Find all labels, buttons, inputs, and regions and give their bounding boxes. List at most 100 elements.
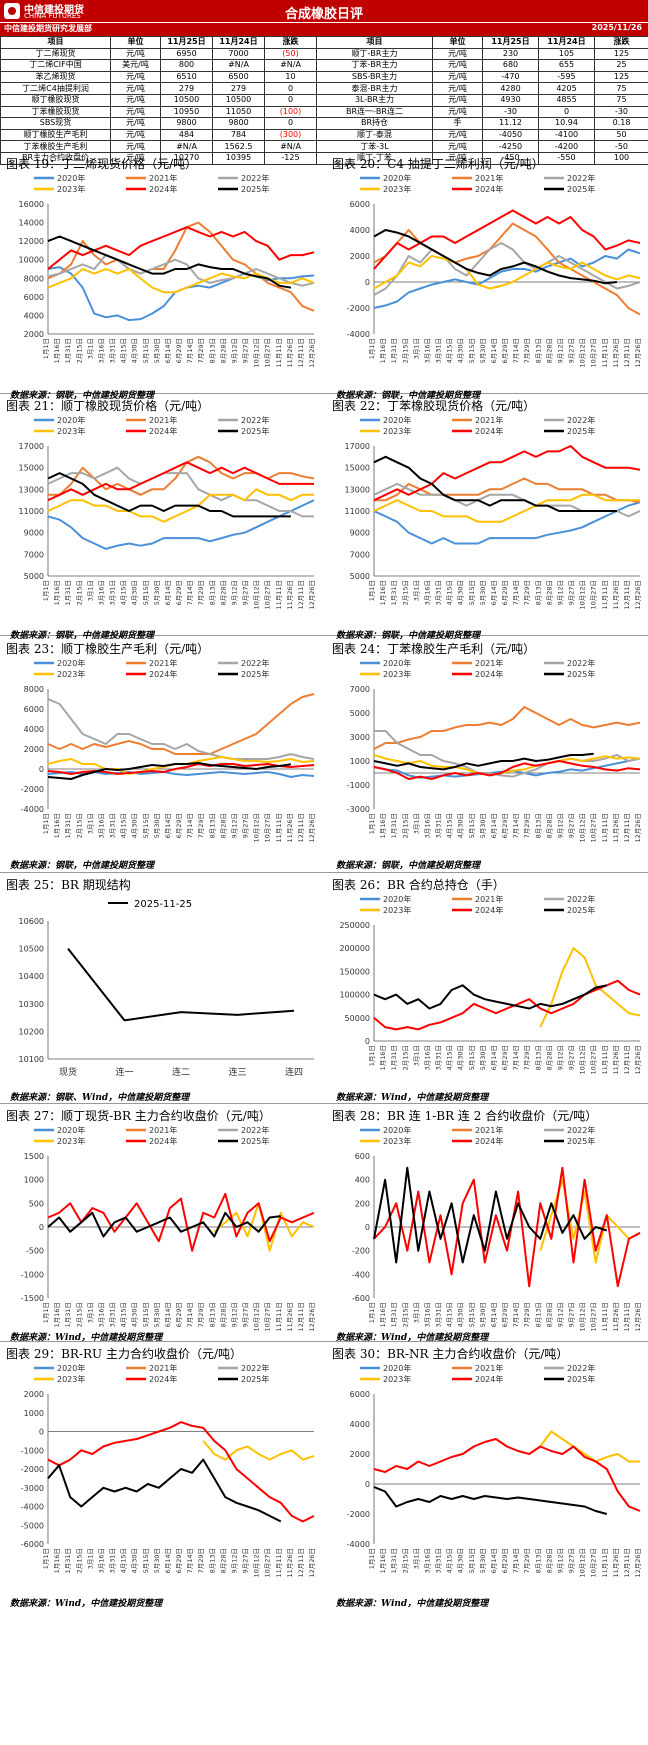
y-tick-label: 3000	[350, 733, 370, 742]
x-tick-label: 5月15日	[468, 1548, 476, 1573]
figure-title: 图表 21：顺丁橡胶现货价格（元/吨）	[6, 399, 210, 413]
x-tick-label: 7月14日	[186, 338, 194, 363]
series-line	[373, 209, 641, 270]
table-cell: (100)	[264, 105, 317, 119]
x-tick-label: 6月29日	[501, 1045, 509, 1070]
series-line	[47, 488, 314, 523]
series-line	[47, 254, 315, 287]
x-tick-label: 7月29日	[197, 1302, 205, 1327]
series-line	[539, 947, 641, 1028]
x-tick-label: 2月15日	[401, 338, 409, 363]
table-cell: 75	[594, 93, 648, 107]
table-cell: 元/吨	[432, 140, 483, 153]
legend-label: 2020年	[57, 173, 85, 183]
x-tick-label: 1月31日	[390, 1045, 398, 1070]
series-line	[47, 1211, 281, 1238]
x-tick-label: 4月30日	[457, 1302, 465, 1327]
series-line	[373, 501, 641, 545]
x-tick-label: 10月27日	[590, 1302, 598, 1332]
table-cell: 784	[212, 128, 265, 142]
x-tick-label: 6月14日	[490, 580, 498, 605]
y-tick-label: 5000	[350, 709, 370, 718]
x-tick-label: 6月29日	[175, 338, 183, 363]
x-tick-label: 6月14日	[490, 1548, 498, 1573]
table-cell: 元/吨	[432, 93, 483, 107]
y-tick-label: -1000	[21, 1270, 44, 1279]
x-tick-label: 11月26日	[612, 338, 620, 368]
y-tick-label: 1000	[24, 1409, 44, 1418]
table-cell: -550	[538, 151, 595, 165]
y-tick-label: 0	[365, 278, 370, 287]
company-logo: 中信建投期货 CHINA FUTURES	[4, 1, 154, 21]
x-tick-label: 2月15日	[75, 1302, 83, 1327]
price-table: 项目 单位 11月25日 11月24日 涨跌 项目 单位 11月25日 11月24日 涨跌 丁二烯现…	[0, 36, 648, 165]
table-cell: 苯乙烯现货	[0, 70, 111, 84]
x-tick-label: 12月26日	[634, 1045, 642, 1075]
table-cell: 9800	[160, 117, 213, 130]
x-tick-label: 11月11日	[275, 1548, 283, 1578]
table-cell: 美元/吨	[110, 59, 161, 72]
table-cell: 10395	[212, 151, 265, 165]
x-tick-label: 3月31日	[109, 580, 117, 605]
table-cell: -50	[594, 140, 648, 153]
x-tick-label: 8月28日	[219, 1548, 227, 1573]
y-tick-label: 2000	[24, 745, 44, 754]
table-cell: SBS现货	[0, 117, 111, 130]
table-cell: 11.12	[482, 117, 539, 130]
x-tick-label: 8月28日	[545, 580, 553, 605]
y-tick-label: -2000	[347, 1510, 370, 1519]
y-tick-label: 0	[39, 1223, 44, 1232]
series-line	[373, 242, 641, 296]
y-tick-label: -400	[352, 1270, 370, 1279]
x-tick-label: 12月11日	[297, 1548, 305, 1578]
x-tick-label: 5月30日	[153, 813, 161, 838]
legend-label: 2023年	[57, 426, 85, 436]
table-cell: BR持仓	[316, 117, 433, 130]
y-tick-label: 11000	[345, 507, 370, 516]
table-cell: 0	[264, 82, 317, 95]
y-tick-label: 100000	[339, 991, 370, 1000]
table-cell: 元/吨	[110, 128, 161, 142]
x-tick-label: 7月29日	[197, 1548, 205, 1573]
x-tick-label: 5月30日	[153, 1302, 161, 1327]
x-tick-label: 3月1日	[412, 1548, 420, 1569]
y-tick-label: 4000	[350, 226, 370, 235]
x-tick-label: 10月27日	[264, 1302, 272, 1332]
legend-label: 2022年	[567, 894, 595, 904]
series-line	[47, 235, 292, 289]
legend-label: 2025年	[567, 1136, 595, 1146]
x-tick-label: 6月29日	[175, 580, 183, 605]
table-header-cell: 项目	[0, 36, 111, 49]
table-header-row: 项目 单位 11月25日 11月24日 涨跌 项目 单位 11月25日 11月24日 涨跌	[0, 36, 648, 49]
x-tick-label: 4月30日	[131, 580, 139, 605]
table-cell: 丁二烯C4抽提利润	[0, 82, 111, 95]
x-tick-label: 6月14日	[490, 1045, 498, 1070]
series-line	[47, 1458, 282, 1523]
x-tick-label: 11月26日	[612, 1045, 620, 1075]
legend-label: 2025年	[241, 184, 269, 194]
figure-title: 图表 20：C4 抽提丁二烯利润（元/吨）	[332, 157, 544, 171]
x-tick-label: 5月15日	[142, 338, 150, 363]
legend-label: 2024年	[149, 1136, 177, 1146]
figure-title: 图表 30：BR-NR 主力合约收盘价（元/吨）	[332, 1347, 569, 1361]
figure-title: 图表 25：BR 期现结构	[6, 878, 131, 892]
legend-label: 2025年	[567, 184, 595, 194]
table-cell: 7000	[212, 47, 265, 61]
y-tick-label: 2000	[350, 252, 370, 261]
table-row: 丁二烯C4抽提利润 元/吨 279 279 0 泰混-BR主力 元/吨 4280 4205 75	[0, 82, 648, 95]
x-tick-label: 1月16日	[379, 1302, 387, 1327]
y-tick-label: 10400	[19, 972, 44, 981]
legend-label: 2023年	[57, 1374, 85, 1384]
y-tick-label: -4000	[347, 1540, 370, 1549]
x-tick-label: 8月13日	[534, 1302, 542, 1327]
y-tick-label: 400	[355, 1176, 370, 1185]
x-tick-label: 4月15日	[446, 813, 454, 838]
series-line	[373, 754, 641, 777]
legend-label: 2022年	[567, 415, 595, 425]
chart-c25: 2025-11-25 10100 10200 10300 10400 10500 10600…	[19, 899, 314, 1078]
x-tick-label: 6月29日	[501, 1548, 509, 1573]
x-tick-label: 3月16日	[97, 580, 105, 605]
y-tick-label: 0	[365, 1223, 370, 1232]
table-cell: #N/A	[264, 140, 317, 153]
legend-label: 2020年	[57, 415, 85, 425]
